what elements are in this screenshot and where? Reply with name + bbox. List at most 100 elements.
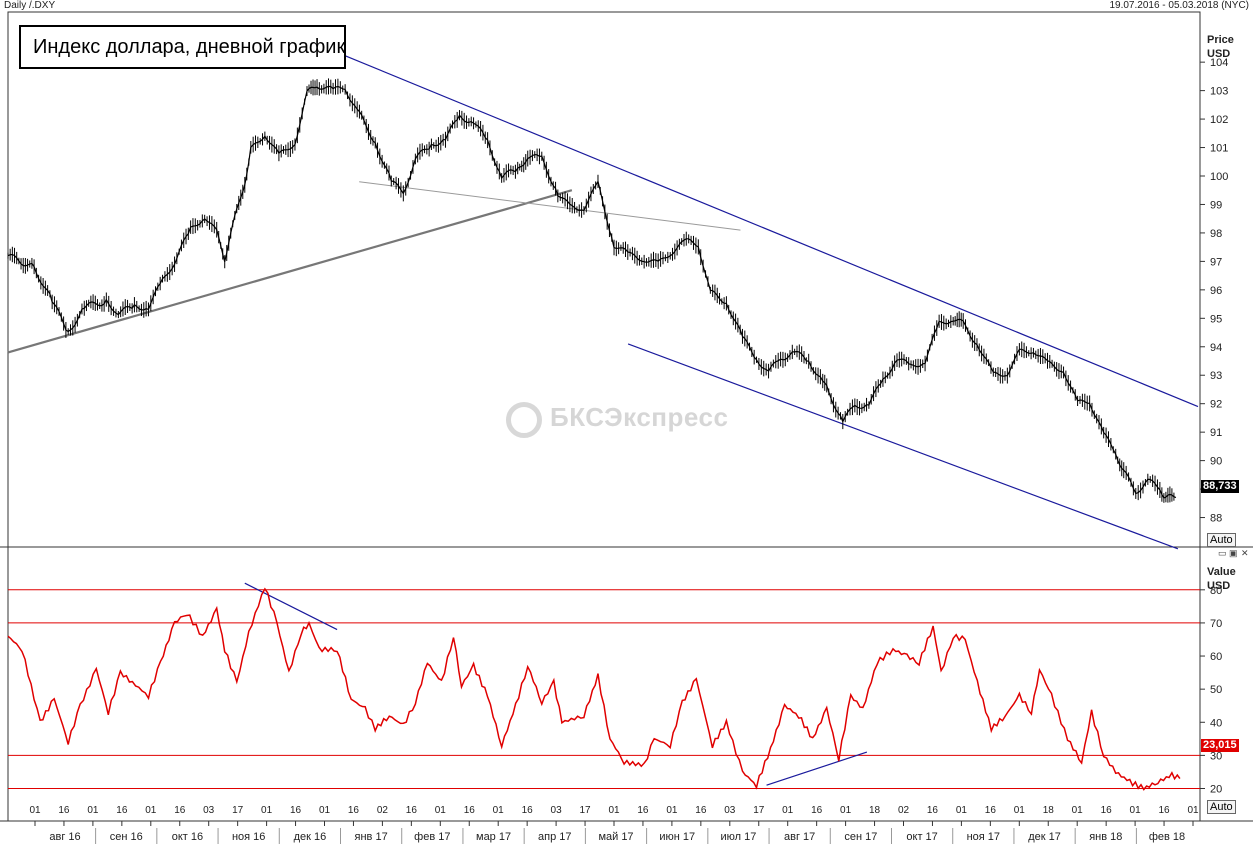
watermark-logo-icon <box>506 402 542 438</box>
x-day-label: 16 <box>290 805 302 816</box>
oscillator-tick-label: 70 <box>1210 618 1222 630</box>
x-day-label: 01 <box>145 805 157 816</box>
x-month-label: июн 17 <box>659 831 695 843</box>
x-day-label: 01 <box>29 805 41 816</box>
watermark: БКСЭкспресс <box>550 402 729 432</box>
x-day-label: 02 <box>898 805 910 816</box>
price-tick-label: 100 <box>1210 171 1228 183</box>
price-tick-label: 92 <box>1210 399 1222 411</box>
price-unit-line1: Price <box>1207 34 1234 46</box>
oscillator-tick-label: 20 <box>1210 784 1222 796</box>
price-tick-label: 88 <box>1210 513 1222 525</box>
price-tick-label: 93 <box>1210 370 1222 382</box>
x-day-label: 16 <box>927 805 939 816</box>
x-month-label: апр 17 <box>538 831 571 843</box>
x-day-label: 16 <box>174 805 186 816</box>
price-last-value: 88,733 <box>1201 480 1239 493</box>
x-day-label: 16 <box>637 805 649 816</box>
x-day-label: 01 <box>956 805 968 816</box>
panel-maximize-icon[interactable]: ▣ <box>1229 548 1238 558</box>
panel-minimize-icon[interactable]: ▭ <box>1218 548 1227 558</box>
oscillator-unit-label: Value USD <box>1207 565 1236 593</box>
x-day-label: 16 <box>1158 805 1170 816</box>
x-month-label: фев 17 <box>414 831 450 843</box>
x-month-label: авг 17 <box>784 831 815 843</box>
price-tick-label: 103 <box>1210 86 1228 98</box>
x-day-label: 16 <box>1101 805 1113 816</box>
x-day-label: 17 <box>232 805 244 816</box>
oscillator-auto-button[interactable]: Auto <box>1207 800 1236 814</box>
x-month-label: авг 16 <box>49 831 80 843</box>
price-series <box>7 78 1177 503</box>
oscillator-tick-label: 40 <box>1210 717 1222 729</box>
x-day-label: 16 <box>695 805 707 816</box>
x-day-label: 16 <box>522 805 534 816</box>
price-tick-label: 104 <box>1210 57 1228 69</box>
x-day-label: 01 <box>261 805 273 816</box>
x-day-label: 02 <box>377 805 389 816</box>
price-auto-button[interactable]: Auto <box>1207 533 1236 547</box>
x-day-label: 03 <box>724 805 736 816</box>
x-month-label: ноя 17 <box>967 831 1000 843</box>
x-day-label: 03 <box>551 805 563 816</box>
price-unit-label: Price USD <box>1207 33 1234 61</box>
x-day-label: 17 <box>753 805 765 816</box>
x-day-label: 01 <box>782 805 794 816</box>
x-day-label: 01 <box>319 805 331 816</box>
channel-upper-line <box>332 50 1199 408</box>
x-month-label: окт 17 <box>906 831 937 843</box>
x-month-label: сен 16 <box>110 831 143 843</box>
x-day-label: 17 <box>579 805 591 816</box>
price-tick-label: 94 <box>1210 342 1222 354</box>
x-month-label: янв 18 <box>1089 831 1122 843</box>
price-tick-label: 95 <box>1210 313 1222 325</box>
x-month-label: сен 17 <box>844 831 877 843</box>
oscillator-panel-frame <box>7 546 1201 822</box>
oscillator-tick-label: 50 <box>1210 684 1222 696</box>
x-day-label: 01 <box>608 805 620 816</box>
x-day-label: 01 <box>435 805 447 816</box>
x-day-label: 03 <box>203 805 215 816</box>
oscillator-divergence-line-2 <box>766 751 868 786</box>
panel-close-icon[interactable]: ✕ <box>1241 548 1249 558</box>
price-unit-line2: USD <box>1207 48 1231 60</box>
neckline-trendline <box>359 181 741 231</box>
x-day-label: 16 <box>811 805 823 816</box>
chart-title-box: Индекс доллара, дневной график <box>19 25 346 69</box>
oscillator-divergence-line-1 <box>244 582 338 631</box>
x-day-label: 01 <box>1014 805 1026 816</box>
oscillator-tick-label: 60 <box>1210 651 1222 663</box>
price-y-axis: 888990919293949596979899100101102103104 <box>1200 57 1228 525</box>
x-month-label: окт 16 <box>172 831 203 843</box>
x-day-label: 16 <box>985 805 997 816</box>
oscillator-y-axis: 20 30 40 50 60 70 80 <box>1200 585 1222 796</box>
x-day-label: 01 <box>87 805 99 816</box>
chart-header-left: Daily /.DXY <box>4 0 56 11</box>
oscillator-unit-line1: Value <box>1207 566 1236 578</box>
x-day-label: 18 <box>1043 805 1055 816</box>
price-tick-label: 97 <box>1210 256 1222 268</box>
x-month-label: дек 16 <box>294 831 327 843</box>
price-tick-label: 98 <box>1210 228 1222 240</box>
price-panel-frame <box>7 11 1201 548</box>
x-day-label: 16 <box>406 805 418 816</box>
price-tick-label: 90 <box>1210 456 1222 468</box>
oscillator-levels <box>8 589 1200 790</box>
trendlines <box>7 50 1199 786</box>
x-day-label: 16 <box>116 805 128 816</box>
x-day-label: 18 <box>869 805 881 816</box>
x-day-label: 01 <box>1187 805 1199 816</box>
support-trendline <box>7 189 573 354</box>
x-month-label: мар 17 <box>476 831 511 843</box>
x-month-label: июл 17 <box>721 831 757 843</box>
x-month-label: дек 17 <box>1028 831 1061 843</box>
x-month-label: янв 17 <box>355 831 388 843</box>
price-tick-label: 99 <box>1210 199 1222 211</box>
x-day-label: 01 <box>1130 805 1142 816</box>
price-tick-label: 102 <box>1210 114 1228 126</box>
price-tick-label: 96 <box>1210 285 1222 297</box>
oscillator-line <box>7 587 1181 791</box>
x-day-label: 01 <box>666 805 678 816</box>
x-day-label: 16 <box>348 805 360 816</box>
